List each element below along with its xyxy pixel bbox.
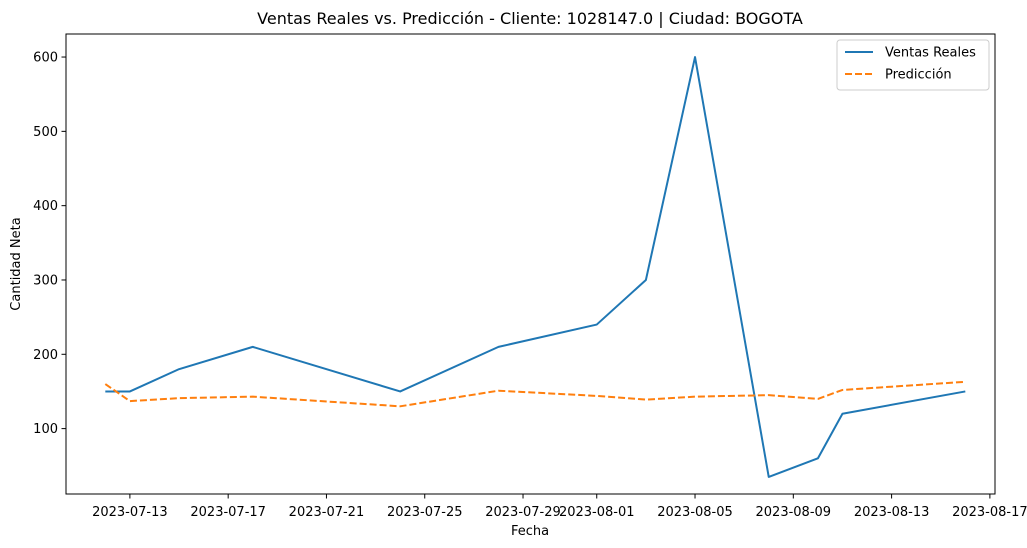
x-tick-label: 2023-08-01: [559, 505, 635, 520]
x-tick-label: 2023-08-09: [756, 505, 832, 520]
series-line-predicci-n: [104, 380, 966, 408]
legend-label: Ventas Reales: [885, 46, 976, 61]
y-tick-label: 500: [33, 125, 58, 140]
x-tick-label: 2023-08-05: [657, 505, 733, 520]
x-tick-label: 2023-07-13: [92, 505, 168, 520]
y-tick-label: 400: [33, 199, 58, 214]
x-tick-label: 2023-08-17: [952, 505, 1027, 520]
y-tick-label: 600: [33, 51, 58, 66]
chart-title: Ventas Reales vs. Predicción - Cliente: …: [257, 9, 803, 28]
plot-frame: [65, 33, 996, 495]
x-tick-label: 2023-07-21: [289, 505, 365, 520]
plot-area: [65, 33, 996, 495]
legend-box: [836, 39, 990, 91]
x-tick-label: 2023-07-17: [190, 505, 266, 520]
x-tick-label: 2023-07-25: [387, 505, 463, 520]
y-axis-label: Cantidad Neta: [9, 217, 24, 310]
y-tick-label: 100: [33, 422, 58, 437]
x-axis-label: Fecha: [511, 524, 549, 539]
legend-label: Predicción: [885, 68, 952, 83]
x-axis: 2023-07-13 2023-07-17 2023-07-21 2023-07-25…: [92, 494, 1027, 520]
series-layer: [104, 56, 966, 478]
y-tick-label: 300: [33, 273, 58, 288]
series-line-ventas-reales: [105, 56, 966, 478]
x-tick-label: 2023-07-29: [485, 505, 561, 520]
y-tick-label: 200: [33, 348, 58, 363]
y-axis: 100 200 300 400 500 600: [33, 51, 66, 437]
x-tick-label: 2023-08-13: [854, 505, 930, 520]
legend: Ventas Reales Predicción: [836, 39, 990, 91]
